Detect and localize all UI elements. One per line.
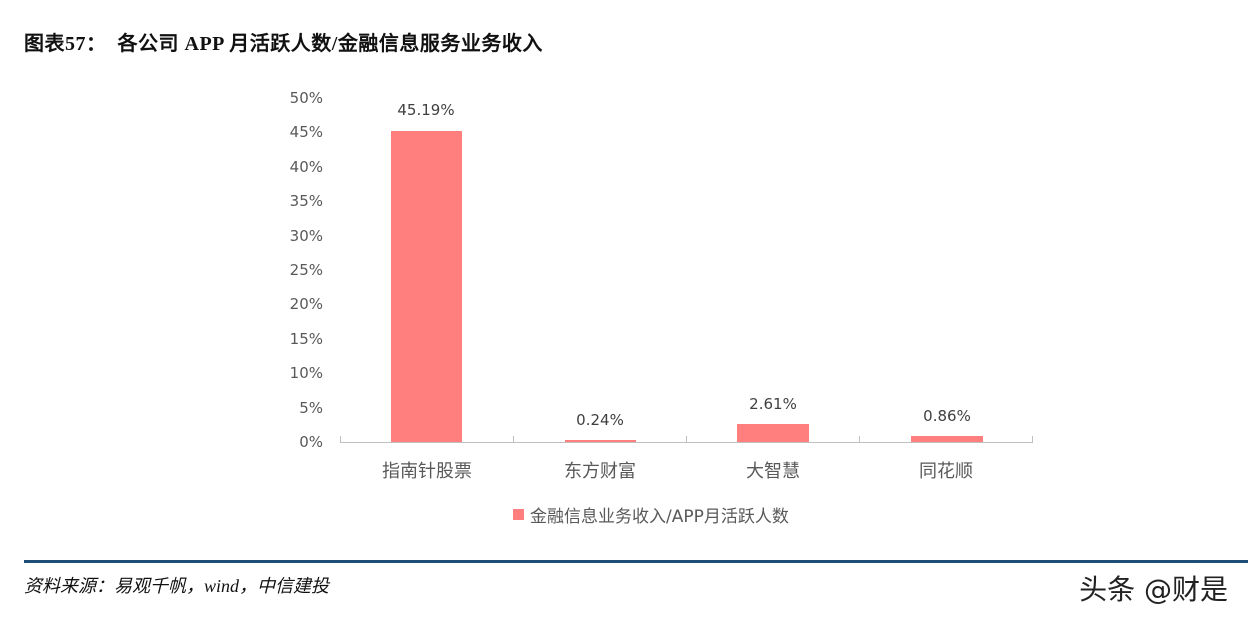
- y-tick-label: 0%: [299, 433, 323, 451]
- bar-value-label: 0.86%: [923, 407, 971, 425]
- x-axis-tick: [340, 436, 341, 443]
- category-label: 指南针股票: [382, 461, 472, 482]
- footer-divider: [24, 560, 1248, 563]
- x-axis-tick: [1032, 436, 1033, 443]
- bar-dongfangcaifu: [565, 440, 636, 442]
- bar-chart: 0% 5% 10% 15% 20% 25% 30% 35% 40% 45% 50…: [289, 89, 1033, 527]
- x-axis-tick: [859, 436, 860, 443]
- bar-dazhihui: [737, 424, 809, 442]
- bar-zhinanzhen: [391, 131, 462, 442]
- y-tick-label: 50%: [289, 89, 323, 107]
- bar-value-label: 2.61%: [749, 395, 797, 413]
- bar-value-label: 45.19%: [397, 101, 455, 119]
- x-axis-tick: [513, 436, 514, 443]
- x-axis-tick: [686, 436, 687, 443]
- legend-swatch-icon: [513, 509, 524, 520]
- category-label: 同花顺: [919, 461, 973, 482]
- y-tick-label: 40%: [289, 157, 323, 176]
- bar-value-label: 0.24%: [576, 411, 624, 429]
- legend-label: 金融信息业务收入/APP月活跃人数: [530, 507, 789, 527]
- watermark: 头条 @财是: [1079, 573, 1228, 606]
- figure-title: 图表57： 各公司 APP 月活跃人数/金融信息服务业务收入: [24, 33, 543, 55]
- y-tick-label: 30%: [289, 226, 323, 245]
- y-tick-label: 10%: [289, 364, 323, 383]
- bar-tonghuashun: [911, 436, 983, 442]
- source-note: 资料来源：易观千帆，wind，中信建投: [24, 576, 330, 596]
- y-tick-label: 20%: [289, 295, 323, 314]
- y-tick-label: 45%: [289, 123, 323, 142]
- chart-legend: 金融信息业务收入/APP月活跃人数: [513, 502, 789, 527]
- y-tick-label: 15%: [289, 329, 323, 348]
- category-label: 东方财富: [564, 461, 636, 482]
- y-tick-label: 35%: [289, 192, 323, 211]
- category-label: 大智慧: [746, 461, 800, 482]
- y-tick-label: 25%: [289, 261, 323, 279]
- y-tick-label: 5%: [299, 398, 323, 417]
